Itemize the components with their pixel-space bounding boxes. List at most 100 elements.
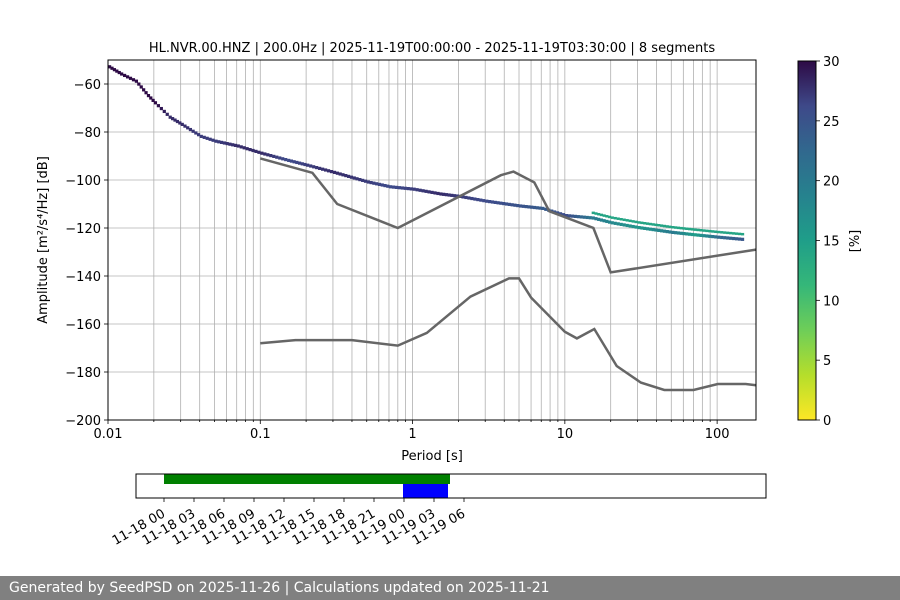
psd-cell — [134, 79, 139, 83]
psd-cell — [599, 213, 604, 217]
psd-cell — [607, 220, 612, 224]
psd-cell — [702, 229, 706, 232]
psd-cell — [363, 179, 368, 183]
psd-cell — [137, 82, 141, 86]
psd-cell — [287, 158, 291, 162]
psd-cell — [610, 216, 614, 219]
psd-cell — [527, 205, 531, 209]
psd-cell — [254, 149, 258, 153]
psd-cell — [702, 234, 706, 238]
psd-cell — [699, 229, 703, 232]
psd-cell — [272, 154, 276, 158]
psd-cell — [444, 193, 449, 197]
psd-cell — [366, 180, 370, 184]
psd-cell — [637, 226, 641, 230]
psd-cell — [347, 174, 351, 178]
colorbar-tick-label: 20 — [823, 175, 840, 190]
psd-cell — [202, 135, 206, 139]
psd-cell — [711, 235, 715, 239]
psd-cell — [341, 173, 345, 177]
psd-cell — [737, 237, 742, 241]
psd-cell — [178, 121, 182, 125]
psd-cell — [660, 224, 664, 227]
psd-cell — [194, 131, 198, 135]
colorbar-tick-label: 5 — [823, 354, 831, 369]
psd-cell — [476, 198, 480, 202]
psd-cell — [159, 106, 163, 111]
colorbar-gradient — [797, 60, 817, 421]
psd-cell — [188, 127, 193, 132]
psd-cell — [616, 222, 620, 226]
psd-cell — [369, 181, 373, 185]
psd-cell — [377, 182, 382, 186]
psd-cell — [418, 188, 422, 192]
timeline-frame — [135, 473, 767, 499]
psd-cell — [139, 85, 143, 89]
psd-cell — [412, 187, 416, 191]
psd-cell — [685, 232, 689, 236]
psd-cell — [284, 158, 288, 162]
psd-cell — [654, 228, 658, 232]
psd-cell — [394, 185, 399, 189]
footer-bar: Generated by SeedPSD on 2025-11-26 | Cal… — [0, 576, 900, 600]
psd-cell — [321, 167, 325, 171]
psd-cell — [640, 226, 644, 230]
psd-cell — [671, 226, 675, 229]
colorbar-label: [%] — [848, 230, 863, 253]
psd-cell — [588, 216, 592, 220]
psd-cell — [149, 96, 153, 100]
psd-cell — [699, 233, 703, 237]
psd-cell — [131, 78, 136, 82]
psd-cell — [602, 214, 606, 217]
psd-cell — [120, 72, 124, 76]
psd-cell — [622, 223, 626, 227]
psd-cell — [447, 193, 451, 197]
psd-cell — [461, 195, 465, 199]
psd-cell — [383, 184, 387, 188]
psd-cell — [711, 230, 715, 233]
psd-cell — [619, 218, 623, 221]
psd-cell — [705, 234, 709, 238]
psd-cell — [502, 202, 506, 206]
psd-cell — [499, 201, 503, 205]
psd-cell — [211, 138, 215, 142]
psd-cell — [297, 161, 302, 165]
psd-cell — [720, 235, 724, 240]
psd-cell — [737, 232, 742, 236]
psd-cell — [470, 196, 474, 201]
psd-cell — [570, 214, 575, 218]
psd-cell — [668, 230, 672, 234]
psd-cell — [696, 233, 700, 237]
psd-cell — [275, 155, 279, 159]
psd-cell — [657, 228, 661, 232]
psd-cell — [260, 151, 264, 155]
psd-cell — [324, 168, 328, 172]
psd-cell — [490, 200, 495, 204]
psd-cell — [117, 70, 121, 75]
psd-cell — [576, 215, 580, 219]
psd-cell — [679, 226, 683, 230]
colorbar-tick-label: 0 — [823, 414, 831, 429]
noise-model-curves — [259, 157, 757, 392]
psd-cell — [151, 98, 155, 102]
psd-cell — [338, 172, 342, 176]
psd-cell — [648, 227, 652, 231]
psd-cell — [488, 200, 492, 204]
psd-cell — [607, 215, 612, 219]
psd-cell — [645, 222, 650, 225]
psd-cell — [665, 230, 669, 234]
psd-cell — [415, 188, 419, 192]
psd-cell — [309, 164, 313, 168]
psd-cell — [479, 198, 483, 202]
psd-cell — [344, 174, 348, 178]
x-tick-label: 0.01 — [94, 427, 123, 442]
psd-cell — [693, 228, 697, 231]
psd-cell — [485, 199, 489, 203]
psd-cell — [315, 166, 319, 170]
psd-cell — [205, 136, 209, 140]
psd-cell — [355, 177, 359, 181]
y-tick-label: −180 — [65, 366, 101, 381]
psd-cell — [239, 145, 243, 149]
psd-cell — [397, 186, 402, 190]
psd-cell — [605, 215, 609, 218]
